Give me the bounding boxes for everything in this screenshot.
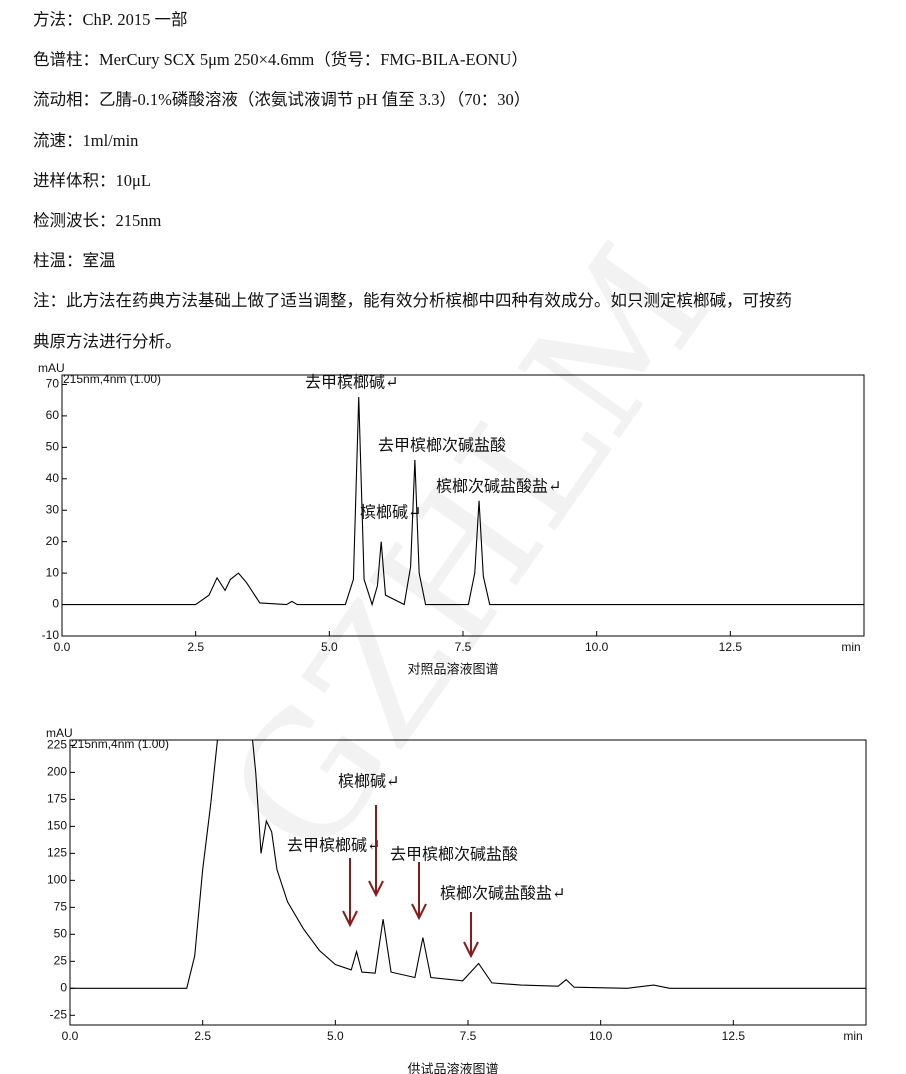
x-tick-label: 12.5: [722, 1029, 746, 1043]
y-tick-label: 175: [47, 792, 67, 806]
y-tick-label: 100: [47, 873, 67, 887]
y-tick-label: -10: [42, 628, 60, 642]
trace: [62, 396, 864, 607]
x-tick-label: 5.0: [321, 640, 338, 654]
x-axis-label: min: [841, 640, 860, 654]
x-tick-label: 2.5: [194, 1029, 211, 1043]
y-tick-label: -25: [50, 1007, 68, 1021]
y-tick-label: 0: [52, 597, 59, 611]
peak-annotation: 槟榔次碱盐酸盐↵: [440, 884, 565, 903]
y-axis-label: mAU: [46, 726, 73, 740]
y-tick-label: 25: [54, 953, 68, 967]
arrow-head: [411, 903, 427, 921]
text-line: 色谱柱：MerCury SCX 5μm 250×4.6mm（货号：FMG-BIL…: [33, 50, 528, 70]
text-line: 典原方法进行分析。: [33, 331, 182, 351]
peak-annotation: 去甲槟榔碱↵: [287, 836, 380, 855]
x-axis-label: min: [843, 1029, 862, 1043]
y-tick-label: 10: [46, 565, 60, 579]
y-tick-label: 60: [46, 408, 60, 422]
y-tick-label: 200: [47, 765, 67, 779]
text-line: 注：此方法在药典方法基础上做了适当调整，能有效分析槟榔中四种有效成分。如只测定槟…: [33, 291, 792, 311]
y-tick-label: 70: [46, 377, 60, 391]
y-tick-label: 0: [60, 980, 67, 994]
peak-annotation: 槟榔碱↵: [338, 772, 399, 791]
x-tick-label: 12.5: [719, 640, 743, 654]
text-line: 方法：ChP. 2015 一部: [33, 10, 188, 29]
text-line: 柱温：室温: [33, 251, 116, 271]
x-tick-label: 0.0: [54, 640, 71, 654]
watermark: GZHLM: [190, 213, 747, 891]
x-tick-label: 0.0: [62, 1029, 79, 1043]
y-tick-label: 20: [46, 534, 60, 548]
x-tick-label: 10.0: [589, 1029, 613, 1043]
x-tick-label: 5.0: [327, 1029, 344, 1043]
trace: [70, 740, 866, 989]
peak-annotation: 去甲槟榔次碱盐酸: [390, 845, 518, 864]
text-line: 检测波长：215nm: [33, 211, 162, 230]
arrow-head: [368, 880, 384, 898]
peak-annotation: 槟榔碱↵: [360, 503, 421, 522]
y-tick-label: 225: [47, 738, 67, 752]
x-tick-label: 7.5: [455, 640, 472, 654]
y-tick-label: 40: [46, 471, 60, 485]
chart-caption: 供试品溶液图谱: [407, 1061, 498, 1074]
peak-annotation: 去甲槟榔碱↵: [305, 373, 398, 392]
plot-frame: [69, 739, 867, 1026]
text-line: 流动相：乙腈-0.1%磷酸溶液（浓氨试液调节 pH 值至 3.3）（70：30）: [33, 90, 531, 110]
text-line: 流速：1ml/min: [33, 130, 139, 150]
peak-annotation: 去甲槟榔次碱盐酸: [378, 436, 506, 455]
y-tick-label: 50: [54, 926, 68, 940]
chart-caption: 对照品溶液图谱: [407, 661, 498, 676]
x-tick-label: 7.5: [460, 1029, 477, 1043]
arrow-head: [463, 941, 479, 959]
y-tick-label: 150: [47, 819, 67, 833]
x-tick-label: 2.5: [187, 640, 204, 654]
y-tick-label: 30: [46, 502, 60, 516]
arrow-head: [342, 910, 358, 928]
y-tick-label: 75: [54, 900, 68, 914]
y-tick-label: 50: [46, 439, 60, 453]
x-tick-label: 10.0: [585, 640, 609, 654]
detector-label: 215nm,4nm (1.00): [71, 737, 169, 751]
y-axis-label: mAU: [38, 361, 65, 375]
detector-label: 215nm,4nm (1.00): [63, 372, 161, 386]
y-tick-label: 125: [47, 846, 67, 860]
text-line: 进样体积：10μL: [33, 170, 151, 190]
peak-annotation: 槟榔次碱盐酸盐↵: [436, 477, 561, 496]
